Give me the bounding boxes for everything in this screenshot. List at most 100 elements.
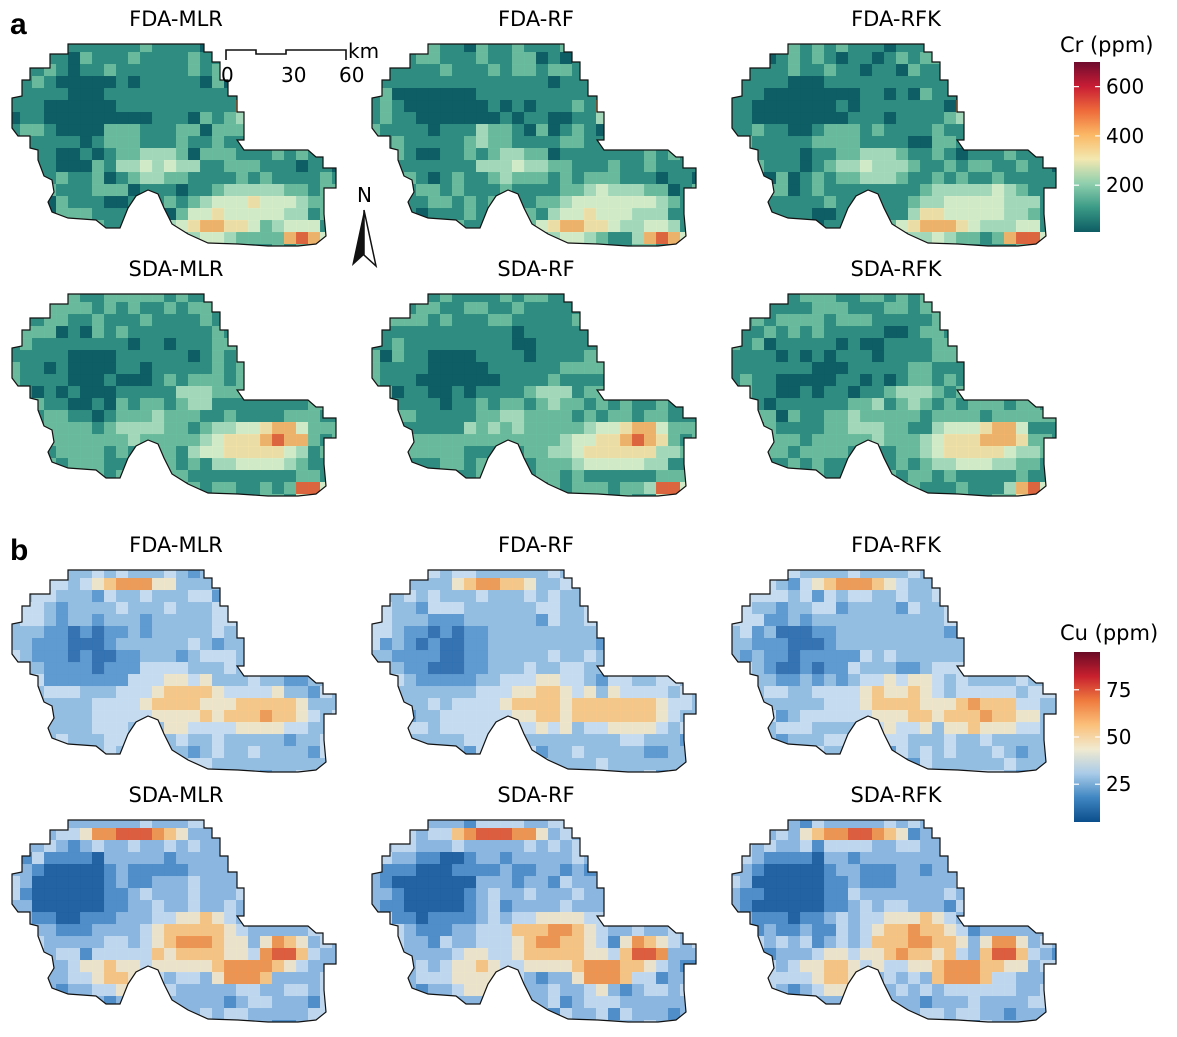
map-cell: [608, 470, 621, 483]
map-cell: [788, 698, 801, 711]
map-cell: [140, 52, 153, 65]
map-cell: [1052, 602, 1056, 615]
map-cell: [56, 184, 69, 197]
map-title: FDA-MLR: [129, 7, 223, 31]
map-cell: [200, 294, 213, 303]
map-cell: [296, 326, 309, 339]
map-cell: [644, 314, 657, 327]
map-cell: [392, 626, 405, 639]
map-cell: [860, 232, 873, 245]
map-cell: [236, 936, 249, 949]
map-cell: [536, 398, 549, 411]
map-cell: [548, 184, 561, 197]
map-cell: [104, 446, 117, 459]
map-cell: [104, 820, 117, 829]
map-cell: [644, 76, 657, 89]
map-cell: [224, 314, 237, 327]
map-cell: [176, 302, 189, 315]
map-cell: [560, 100, 573, 113]
map-cell: [12, 434, 21, 447]
map-cell: [560, 662, 573, 675]
map-cell: [392, 314, 405, 327]
map-cell: [92, 662, 105, 675]
map-cell: [1016, 470, 1029, 483]
map-cell: [116, 972, 129, 985]
map-cell: [824, 172, 837, 185]
map-cell: [608, 374, 621, 387]
map-cell: [272, 746, 285, 759]
map-cell: [12, 112, 21, 125]
map-cell: [272, 900, 285, 913]
map-cell: [944, 88, 957, 101]
map-cell: [500, 734, 513, 747]
map-cell: [428, 314, 441, 327]
map-cell: [632, 722, 645, 735]
map-cell: [116, 770, 129, 772]
map-cell: [92, 314, 105, 327]
map-cell: [212, 674, 225, 687]
map-cell: [956, 434, 969, 447]
map-cell: [644, 64, 657, 77]
map-cell: [116, 184, 129, 197]
map-cell: [128, 172, 141, 185]
map-cell: [20, 912, 33, 925]
map-cell: [80, 374, 93, 387]
map-cell: [320, 386, 333, 399]
map-cell: [1052, 362, 1056, 375]
map-cell: [20, 828, 33, 841]
map-cell: [116, 626, 129, 639]
map-cell: [212, 410, 225, 423]
map-cell: [668, 184, 681, 197]
map-cell: [956, 88, 969, 101]
map-cell: [692, 76, 696, 89]
map-cell: [200, 710, 213, 723]
map-cell: [752, 770, 765, 772]
map-cell: [296, 196, 309, 209]
map-cell: [44, 494, 57, 496]
map-cell: [320, 112, 333, 125]
map-cell: [128, 578, 141, 591]
map-cell: [176, 758, 189, 771]
map-cell: [116, 570, 129, 579]
map-cell: [416, 570, 429, 579]
map-cell: [200, 734, 213, 747]
map-cell: [656, 410, 669, 423]
map-cell: [260, 936, 273, 949]
map-cell: [500, 314, 513, 327]
map-cell: [116, 924, 129, 937]
map-cell: [1016, 124, 1029, 137]
map-cell: [608, 590, 621, 603]
map-cell: [380, 208, 393, 221]
map-cell: [692, 650, 696, 663]
map-cell: [572, 614, 585, 627]
map-cell: [416, 338, 429, 351]
map-cell: [92, 422, 105, 435]
map-cell: [1040, 614, 1053, 627]
map-cell: [908, 220, 921, 233]
map-cell: [620, 160, 633, 173]
map-cell: [920, 710, 933, 723]
map-cell: [92, 960, 105, 973]
map-cell: [188, 52, 201, 65]
map-cell: [800, 758, 813, 771]
map-cell: [212, 458, 225, 471]
map-cell: [572, 638, 585, 651]
map-cell: [248, 338, 261, 351]
map-cell: [1004, 338, 1017, 351]
map-cell: [548, 88, 561, 101]
map-cell: [176, 686, 189, 699]
map-cell: [188, 924, 201, 937]
map-cell: [800, 302, 813, 315]
map-cell: [1040, 208, 1053, 221]
map-cell: [116, 758, 129, 771]
map-cell: [44, 244, 57, 246]
map-cell: [164, 852, 177, 865]
map-cell: [116, 398, 129, 411]
map-cell: [920, 602, 933, 615]
map-cell: [260, 244, 273, 246]
map-cell: [1004, 386, 1017, 399]
map-cell: [200, 338, 213, 351]
map-cell: [884, 160, 897, 173]
map-cell: [1004, 674, 1017, 687]
map-cell: [584, 614, 597, 627]
